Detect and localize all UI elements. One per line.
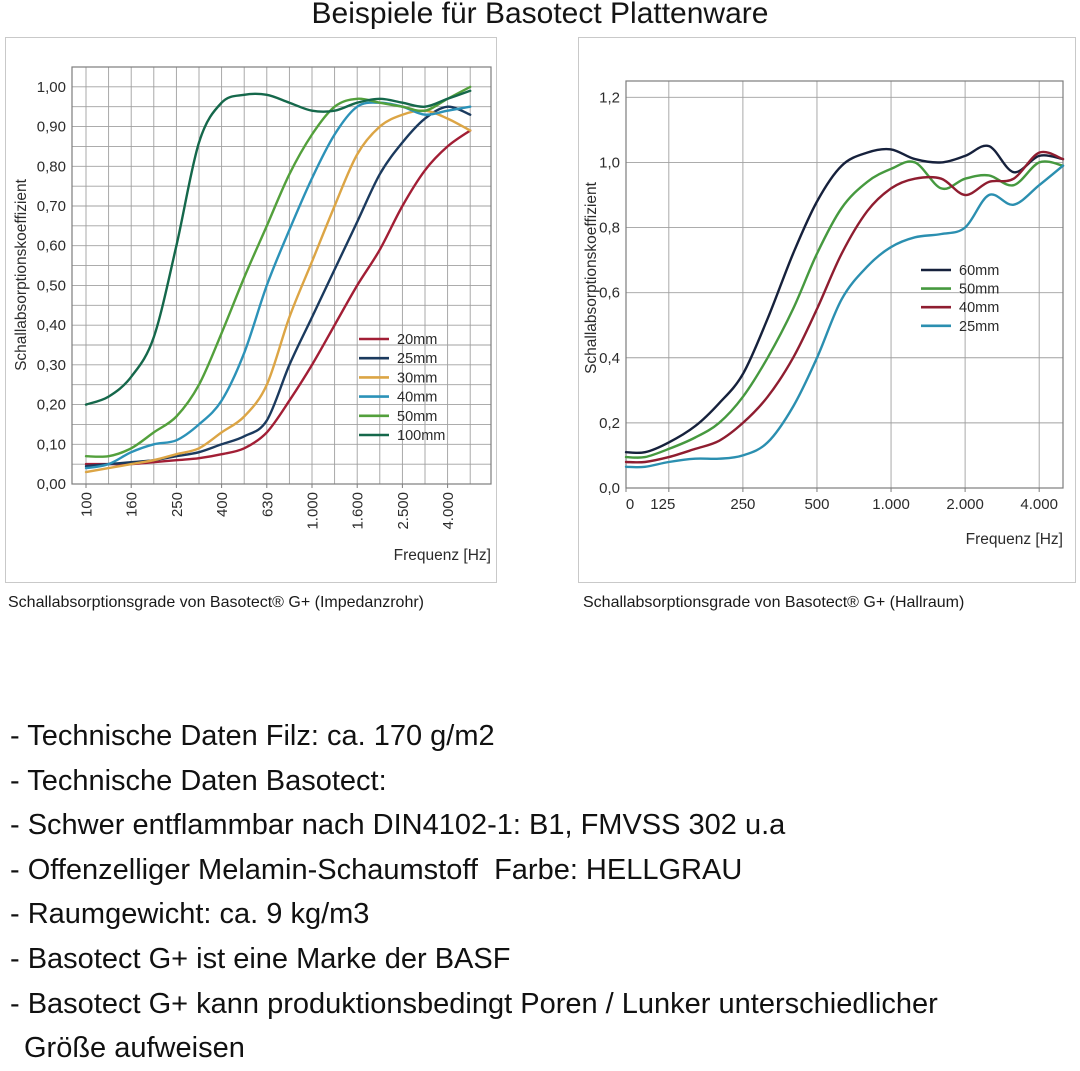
legend-label-20mm: 20mm: [397, 332, 437, 348]
x-tick-label: 100: [79, 492, 96, 517]
x-tick-label: 630: [259, 492, 276, 517]
y-tick-label: 0,0: [599, 480, 620, 497]
legend-label-40mm: 40mm: [959, 300, 999, 316]
x-tick-label: 2.500: [395, 492, 412, 530]
technical-specs-list: - Technische Daten Filz: ca. 170 g/m2 - T…: [0, 714, 1080, 1071]
x-tick-label: 160: [124, 492, 141, 517]
y-axis-label: Schallabsorptionskoeffizient: [583, 181, 600, 374]
y-tick-label: 0,50: [37, 277, 66, 294]
x-tick-label: 500: [804, 496, 829, 513]
legend-label-25mm: 25mm: [959, 319, 999, 335]
caption-hallraum: Schallabsorptionsgrade von Basotect® G+ …: [583, 594, 965, 611]
x-tick-label: 400: [214, 492, 231, 517]
x-tick-label: 250: [730, 496, 755, 513]
x-tick-label: 2.000: [946, 496, 984, 513]
chart-hallraum: 0,0 0,2 0,4 0,6 0,8 1,0 1,2 0 125 250 500 1.000 2.00…: [583, 80, 1065, 548]
legend-label-25mm: 25mm: [397, 351, 437, 367]
x-tick-label: 1.000: [305, 492, 322, 530]
y-tick-label: 0,20: [37, 397, 66, 414]
spec-line-7: Größe aufweisen: [24, 1032, 245, 1065]
y-tick-label: 0,70: [37, 198, 66, 215]
y-tick-label: 0,2: [599, 415, 620, 432]
y-tick-label: 0,8: [599, 220, 620, 237]
legend-label-30mm: 30mm: [397, 370, 437, 386]
y-tick-label: 1,00: [37, 79, 66, 96]
x-tick-label: 1.000: [872, 496, 910, 513]
series-40mm: [624, 150, 1065, 464]
chart-panel-impedanzrohr: 0,00 0,10 0,20 0,30 0,40 0,50 0,60 0,70 0,80 0,90…: [5, 37, 497, 583]
legend-label-50mm: 50mm: [397, 409, 437, 425]
spec-line-1: - Technische Daten Basotect:: [10, 764, 387, 797]
y-tick-label: 0,10: [37, 436, 66, 453]
spec-line-0: - Technische Daten Filz: ca. 170 g/m2: [10, 720, 495, 752]
series-30mm: [84, 109, 472, 474]
series-25mm: [624, 164, 1065, 469]
y-axis-label: Schallabsorptionskoeffizient: [13, 178, 30, 371]
series-50mm: [84, 85, 472, 458]
series-50mm: [624, 160, 1065, 459]
y-tick-label: 1,2: [599, 89, 620, 106]
spec-line-4: - Raumgewicht: ca. 9 kg/m3: [10, 898, 370, 931]
y-tick-label: 1,0: [599, 154, 620, 171]
y-tick-label: 0,60: [37, 238, 66, 255]
x-tick-label: 4.000: [1020, 496, 1058, 513]
y-tick-label: 0,00: [37, 476, 66, 493]
y-tick-label: 0,4: [599, 350, 620, 367]
series-100mm: [84, 89, 472, 406]
chart-panel-hallraum: 0,0 0,2 0,4 0,6 0,8 1,0 1,2 0 125 250 500 1.000 2.00…: [578, 37, 1076, 583]
caption-impedanzrohr: Schallabsorptionsgrade von Basotect® G+ …: [8, 594, 425, 611]
x-tick-label: 1.600: [350, 492, 367, 530]
y-tick-label: 0,40: [37, 317, 66, 334]
series-60mm: [624, 144, 1065, 455]
chart-impedanzrohr: 0,00 0,10 0,20 0,30 0,40 0,50 0,60 0,70 0,80 0,90…: [13, 66, 492, 564]
spec-line-5: - Basotect G+ ist eine Marke der BASF: [10, 942, 511, 975]
x-axis-label: Frequenz [Hz]: [966, 531, 1063, 548]
y-tick-label: 0,90: [37, 119, 66, 136]
x-tick-label: 250: [169, 492, 186, 517]
legend-label-100mm: 100mm: [397, 428, 445, 444]
spec-line-6: - Basotect G+ kann produktionsbedingt Po…: [10, 987, 938, 1020]
legend-label-60mm: 60mm: [959, 263, 999, 279]
x-tick-label: 125: [650, 496, 675, 513]
legend-label-50mm: 50mm: [959, 282, 999, 298]
spec-line-3: - Offenzelliger Melamin-Schaumstoff Farb…: [10, 853, 743, 886]
x-axis-label: Frequenz [Hz]: [394, 547, 491, 564]
x-tick-label: 0: [626, 496, 634, 513]
y-tick-label: 0,30: [37, 357, 66, 374]
y-tick-label: 0,80: [37, 158, 66, 175]
y-tick-label: 0,6: [599, 285, 620, 302]
legend-label-40mm: 40mm: [397, 390, 437, 406]
spec-line-2: - Schwer entflammbar nach DIN4102-1: B1,…: [10, 809, 786, 842]
series-20mm: [84, 129, 472, 466]
x-tick-label: 4.000: [440, 492, 457, 530]
page-title: Beispiele für Basotect Plattenware: [311, 0, 769, 30]
